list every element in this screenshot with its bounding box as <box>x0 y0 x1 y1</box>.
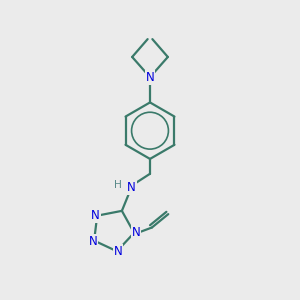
Text: N: N <box>146 71 154 84</box>
Text: N: N <box>127 181 136 194</box>
Text: N: N <box>88 235 97 248</box>
Text: N: N <box>114 245 122 258</box>
Text: N: N <box>91 209 100 222</box>
Text: H: H <box>114 180 122 190</box>
Text: N: N <box>131 226 140 239</box>
